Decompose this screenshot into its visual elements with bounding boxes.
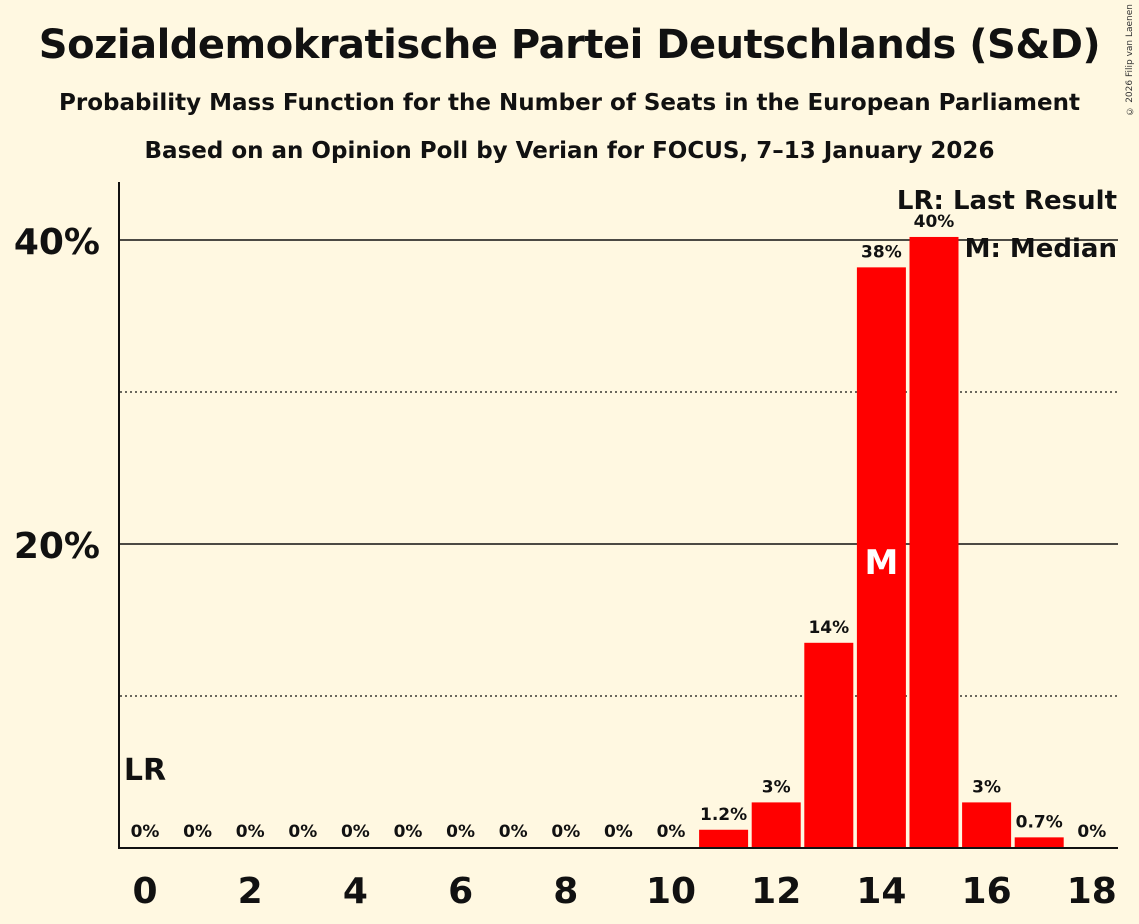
chart-title: Sozialdemokratische Partei Deutschlands … <box>38 22 1101 68</box>
x-tick-label: 16 <box>962 871 1012 912</box>
x-tick-label: 6 <box>448 871 473 912</box>
data-label: 38% <box>861 242 902 262</box>
y-tick-label: 20% <box>14 526 100 567</box>
data-label: 1.2% <box>700 805 747 825</box>
bar <box>804 642 854 848</box>
x-tick-label: 4 <box>343 871 368 912</box>
data-label: 0% <box>604 822 633 842</box>
data-label: 14% <box>808 618 849 638</box>
chart-subtitle: Probability Mass Function for the Number… <box>59 90 1080 116</box>
bar <box>699 829 749 848</box>
data-label: 0% <box>657 822 686 842</box>
data-label: 0% <box>288 822 317 842</box>
bar <box>909 236 959 848</box>
data-label: 0% <box>131 822 160 842</box>
bar <box>962 802 1012 848</box>
x-tick-label: 12 <box>751 871 801 912</box>
data-label: 0% <box>394 822 423 842</box>
chart-source: Based on an Opinion Poll by Verian for F… <box>144 138 995 164</box>
last-result-marker: LR <box>124 753 166 788</box>
data-label: 0% <box>446 822 475 842</box>
bar <box>856 267 906 848</box>
legend-last-result: LR: Last Result <box>897 186 1117 216</box>
y-tick-label: 40% <box>14 222 100 263</box>
x-tick-label: 8 <box>553 871 578 912</box>
data-label: 0.7% <box>1016 812 1063 832</box>
data-label: 0% <box>183 822 212 842</box>
x-tick-label: 10 <box>646 871 696 912</box>
x-tick-label: 2 <box>238 871 263 912</box>
legend-median: M: Median <box>965 234 1117 264</box>
data-label: 3% <box>972 777 1001 797</box>
data-label: 0% <box>499 822 528 842</box>
data-label: 0% <box>236 822 265 842</box>
data-label: 0% <box>341 822 370 842</box>
x-tick-label: 18 <box>1067 871 1117 912</box>
median-marker: M <box>864 543 898 583</box>
data-label: 0% <box>551 822 580 842</box>
bar <box>751 802 801 848</box>
x-tick-label: 14 <box>856 871 906 912</box>
bar <box>1014 837 1064 848</box>
x-tick-label: 0 <box>132 871 157 912</box>
data-label: 0% <box>1077 822 1106 842</box>
data-label: 3% <box>762 777 791 797</box>
data-label: 40% <box>914 212 955 232</box>
